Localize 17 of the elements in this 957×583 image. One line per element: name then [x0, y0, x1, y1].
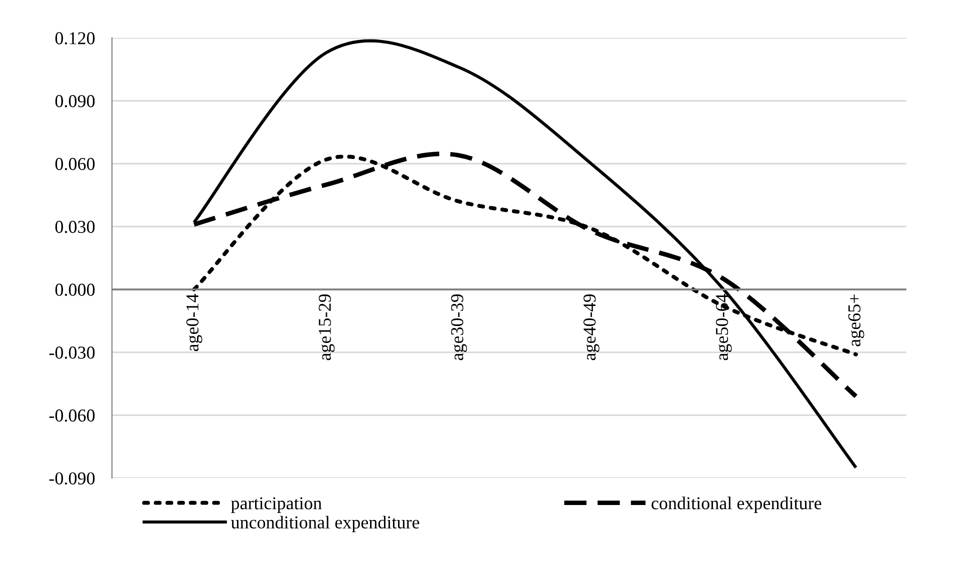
x-tick-label: age65+	[848, 294, 864, 346]
y-tick-label: -0.090	[49, 472, 95, 485]
x-tick-label: age15-29	[318, 294, 335, 360]
legend-label: conditional expenditure	[652, 496, 822, 513]
y-tick-label: 0.090	[55, 95, 95, 108]
y-tick-label: 0.060	[55, 158, 95, 170]
x-tick-label: age40-49	[583, 294, 600, 360]
y-tick-label: 0.030	[55, 220, 95, 234]
legend-label: unconditional expenditure	[231, 516, 420, 532]
legend-label: participation	[231, 497, 322, 513]
x-tick-label: age50-64	[716, 294, 732, 360]
y-tick-label: -0.030	[49, 346, 95, 359]
y-tick-label: -0.060	[49, 409, 95, 422]
y-tick-label: 0.120	[55, 32, 95, 44]
x-tick-label: age0-14	[186, 294, 202, 352]
x-tick-label: age30-39	[451, 294, 468, 360]
y-tick-label: 0.000	[55, 284, 95, 296]
